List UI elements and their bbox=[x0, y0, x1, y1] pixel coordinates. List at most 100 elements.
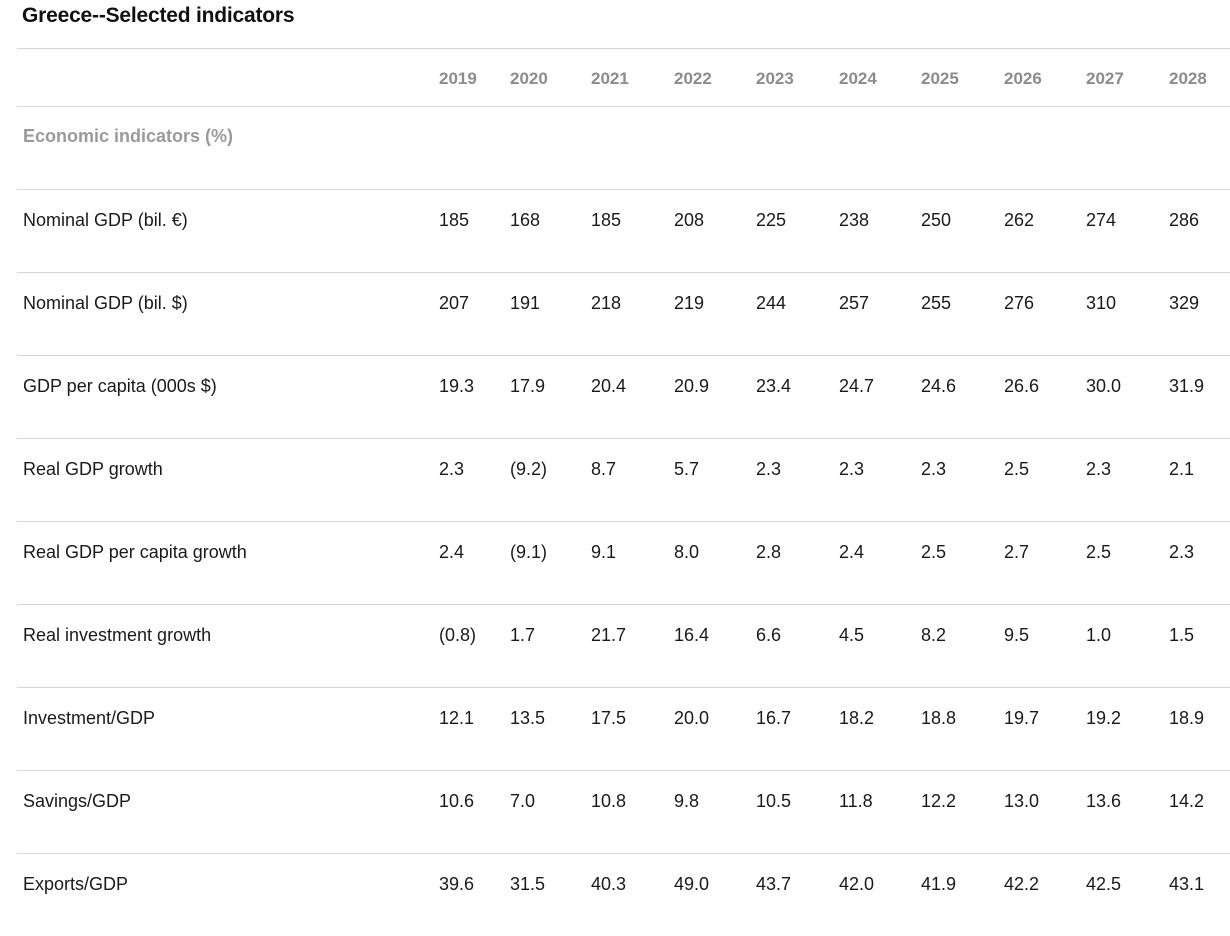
section-row: Economic indicators (%) bbox=[17, 106, 1230, 189]
table-title: Greece--Selected indicators bbox=[22, 4, 295, 27]
table-cell: 2.3 bbox=[756, 459, 782, 479]
table-cell: 207 bbox=[439, 293, 470, 313]
table-cell: 262 bbox=[1004, 210, 1035, 230]
table-cell: 2.5 bbox=[1086, 542, 1112, 562]
table-cell: 9.8 bbox=[674, 791, 700, 811]
table-cell: 276 bbox=[1004, 293, 1035, 313]
table-cell: 10.5 bbox=[756, 791, 792, 811]
table-cell: 42.5 bbox=[1086, 874, 1122, 894]
table-cell: 257 bbox=[839, 293, 870, 313]
row-label: Real GDP growth bbox=[23, 459, 163, 479]
year-header: 2028 bbox=[1169, 69, 1207, 88]
table-cell: 14.2 bbox=[1169, 791, 1205, 811]
table-row: Exports/GDP 39.6 31.5 40.3 49.0 43.7 42.0 41.9 4… bbox=[17, 853, 1230, 936]
table-cell: 20.0 bbox=[674, 708, 710, 728]
table-cell: 329 bbox=[1169, 293, 1200, 313]
table-cell: 310 bbox=[1086, 293, 1117, 313]
table-cell: 238 bbox=[839, 210, 870, 230]
table-cell: 18.8 bbox=[921, 708, 957, 728]
table-row: Real GDP per capita growth 2.4 (9.1) 9.1 8.0… bbox=[17, 521, 1230, 604]
table-cell: 10.6 bbox=[439, 791, 475, 811]
table-cell: 2.5 bbox=[921, 542, 947, 562]
indicators-table: 2019 2020 2021 2022 2023 2024 2025 2026 … bbox=[17, 48, 1230, 936]
table-cell: 23.4 bbox=[756, 376, 792, 396]
table-cell: 185 bbox=[439, 210, 470, 230]
table-cell: 274 bbox=[1086, 210, 1117, 230]
table-cell: 19.3 bbox=[439, 376, 475, 396]
table-cell: 1.5 bbox=[1169, 625, 1195, 645]
table-cell: 16.4 bbox=[674, 625, 710, 645]
table-cell: 39.6 bbox=[439, 874, 475, 894]
table-row: GDP per capita (000s $) 19.3 17.9 20.4 20.9 2… bbox=[17, 355, 1230, 438]
table-cell: 191 bbox=[510, 293, 541, 313]
table-cell: 17.9 bbox=[510, 376, 546, 396]
year-header: 2027 bbox=[1086, 69, 1124, 88]
table-row: Real investment growth (0.8) 1.7 21.7 16.4 6.… bbox=[17, 604, 1230, 687]
table-cell: 1.7 bbox=[510, 625, 536, 645]
table-cell: (9.2) bbox=[510, 459, 548, 479]
table-cell: 8.7 bbox=[591, 459, 617, 479]
year-header: 2023 bbox=[756, 69, 794, 88]
table-cell: 18.9 bbox=[1169, 708, 1205, 728]
table-cell: 208 bbox=[674, 210, 705, 230]
table-cell: 13.0 bbox=[1004, 791, 1040, 811]
table-cell: 1.0 bbox=[1086, 625, 1112, 645]
table-cell: 19.7 bbox=[1004, 708, 1040, 728]
table-row: Investment/GDP 12.1 13.5 17.5 20.0 16.7 18.2 18… bbox=[17, 687, 1230, 770]
table-cell: 42.0 bbox=[839, 874, 875, 894]
table-cell: 18.2 bbox=[839, 708, 875, 728]
row-label: Nominal GDP (bil. €) bbox=[23, 210, 188, 230]
table-cell: 2.3 bbox=[921, 459, 947, 479]
table-cell: 255 bbox=[921, 293, 952, 313]
table-cell: 2.4 bbox=[439, 542, 465, 562]
table-cell: 5.7 bbox=[674, 459, 700, 479]
table-cell: 13.5 bbox=[510, 708, 546, 728]
section-label: Economic indicators (%) bbox=[23, 126, 234, 146]
header-row: 2019 2020 2021 2022 2023 2024 2025 2026 … bbox=[17, 48, 1230, 106]
row-label: Exports/GDP bbox=[23, 874, 129, 894]
data-rows: Nominal GDP (bil. €) 185 168 185 208 225 238 25… bbox=[17, 189, 1230, 936]
table-cell: (9.1) bbox=[510, 542, 548, 562]
table-row: Real GDP growth 2.3 (9.2) 8.7 5.7 2.3 2.3 2.3 2.… bbox=[17, 438, 1230, 521]
table-cell: 286 bbox=[1169, 210, 1200, 230]
table-cell: 2.4 bbox=[839, 542, 865, 562]
table-cell: 8.2 bbox=[921, 625, 947, 645]
table-cell: 19.2 bbox=[1086, 708, 1122, 728]
year-header: 2021 bbox=[591, 69, 629, 88]
table-cell: 20.9 bbox=[674, 376, 710, 396]
table-cell: 219 bbox=[674, 293, 705, 313]
table-cell: 2.8 bbox=[756, 542, 782, 562]
table-cell: 2.3 bbox=[839, 459, 865, 479]
table-cell: 2.3 bbox=[439, 459, 465, 479]
table-cell: 2.3 bbox=[1169, 542, 1195, 562]
table-row: Nominal GDP (bil. $) 207 191 218 219 244 257 25… bbox=[17, 272, 1230, 355]
table-cell: 12.2 bbox=[921, 791, 957, 811]
table-cell: 11.8 bbox=[839, 791, 873, 811]
table-cell: 250 bbox=[921, 210, 952, 230]
row-label: Real GDP per capita growth bbox=[23, 542, 247, 562]
table-cell: 168 bbox=[510, 210, 541, 230]
table-cell: 2.3 bbox=[1086, 459, 1112, 479]
table-cell: 49.0 bbox=[674, 874, 710, 894]
year-header: 2019 bbox=[439, 69, 477, 88]
table-cell: 12.1 bbox=[439, 708, 475, 728]
table-cell: 4.5 bbox=[839, 625, 865, 645]
table-cell: 9.5 bbox=[1004, 625, 1030, 645]
table-cell: 244 bbox=[756, 293, 787, 313]
table-row: Savings/GDP 10.6 7.0 10.8 9.8 10.5 11.8 12.2 13.… bbox=[17, 770, 1230, 853]
table-cell: 21.7 bbox=[591, 625, 627, 645]
row-label: Real investment growth bbox=[23, 625, 212, 645]
table-cell: 2.7 bbox=[1004, 542, 1030, 562]
table-cell: 8.0 bbox=[674, 542, 700, 562]
table-cell: 26.6 bbox=[1004, 376, 1040, 396]
table-cell: 17.5 bbox=[591, 708, 627, 728]
table-cell: 225 bbox=[756, 210, 787, 230]
table-cell: 40.3 bbox=[591, 874, 627, 894]
row-label: Savings/GDP bbox=[23, 791, 132, 811]
table-cell: (0.8) bbox=[439, 625, 477, 645]
row-label: Investment/GDP bbox=[23, 708, 156, 728]
table-cell: 16.7 bbox=[756, 708, 792, 728]
table-cell: 7.0 bbox=[510, 791, 536, 811]
table-cell: 6.6 bbox=[756, 625, 782, 645]
year-header: 2024 bbox=[839, 69, 877, 88]
